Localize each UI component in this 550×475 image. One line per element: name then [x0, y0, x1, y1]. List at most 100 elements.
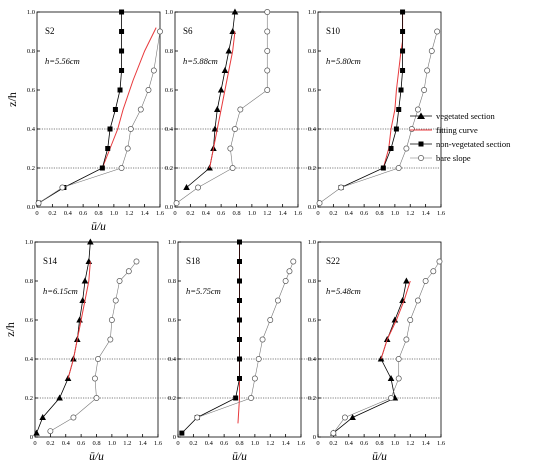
- x-tick-label: 1.6: [156, 210, 165, 217]
- y-tick-label: 0.0: [27, 204, 35, 211]
- point-bare-slope: [47, 428, 54, 435]
- panel-4: 0 0.2 0.4 0.6 0.8 1.0 1.2 1.4 1.6 0 0.2 0.4 0.6 0.8 1.…: [3, 238, 440, 463]
- x-tick-label: 1.0: [110, 210, 118, 217]
- series-line-fitting-curve: [209, 31, 236, 169]
- x-tick-label: 1.0: [391, 210, 399, 217]
- x-tick-label: 1.6: [437, 210, 446, 217]
- point-bare-slope: [70, 414, 77, 421]
- legend: vegetated section fitting curve non-vege…: [410, 111, 511, 163]
- panel-annotation: h=5.56cm: [45, 56, 80, 66]
- y-tick-label: 0.2: [308, 165, 316, 172]
- x-tick-label: 0.8: [235, 440, 243, 447]
- point-non-vegetated-section: [237, 239, 242, 245]
- x-axis-label: ū/u: [372, 451, 387, 463]
- point-non-vegetated-section: [400, 9, 406, 15]
- point-bare-slope: [264, 48, 271, 54]
- point-bare-slope: [173, 200, 180, 207]
- y-tick-label: 0.2: [165, 165, 173, 172]
- x-tick-label: 0.4: [205, 440, 214, 447]
- y-tick-label: 0.6: [27, 87, 36, 94]
- point-vegetated-section: [391, 316, 399, 323]
- plot-frame: [34, 241, 159, 438]
- x-tick-label: 0.2: [186, 210, 194, 217]
- point-non-vegetated-section: [107, 126, 113, 132]
- point-vegetated-section: [225, 47, 233, 54]
- x-tick-label: 0: [33, 440, 36, 447]
- x-tick-label: 0.2: [46, 440, 54, 447]
- x-tick-label: 1.0: [248, 210, 256, 217]
- panel-annotation: h=5.88cm: [183, 56, 218, 66]
- y-tick-label: 0: [30, 434, 33, 441]
- point-bare-slope: [93, 395, 100, 401]
- point-non-vegetated-section: [99, 165, 105, 171]
- x-tick-label: 0.2: [329, 440, 337, 447]
- triangle-marker-icon: [417, 112, 425, 119]
- y-tick-label: 0.4: [308, 356, 317, 363]
- x-tick-label: 1.6: [297, 440, 306, 447]
- y-tick-label: 0.4: [27, 126, 36, 133]
- point-bare-slope: [274, 297, 281, 304]
- point-bare-slope: [116, 278, 123, 284]
- x-tick-label: 1.4: [141, 210, 150, 217]
- x-tick-label: 0.8: [375, 210, 383, 217]
- point-bare-slope: [316, 200, 323, 207]
- panel-1: 0 0.2 0.4 0.6 0.8 1.0 1.2 1.4 1.60.00.20.40.60.8…: [5, 9, 440, 233]
- point-non-vegetated-section: [105, 146, 111, 151]
- series-line-vegetated-section: [333, 280, 407, 434]
- panel-5: 0 0.2 0.4 0.6 0.8 1.0 1.2 1.4 1.6 0 0.2 0.4 0.6 0.8 1.…: [168, 239, 306, 463]
- x-tick-label: 0.6: [217, 210, 226, 217]
- y-tick-label: 0: [313, 434, 316, 441]
- point-bare-slope: [395, 356, 402, 362]
- x-tick-label: 0.6: [360, 210, 369, 217]
- x-tick-label: 0.2: [48, 210, 56, 217]
- x-axis-label: ū/u: [91, 221, 106, 233]
- point-non-vegetated-section: [237, 259, 242, 264]
- x-tick-label: 1.2: [125, 210, 133, 217]
- panel-6: 0 0.2 0.4 0.6 0.8 1.0 1.2 1.4 1.6 0 0.2 0.4 0.6 0.8 1.…: [308, 239, 446, 463]
- panel-title: S10: [326, 26, 341, 36]
- y-tick-label: 1.0: [165, 9, 173, 16]
- x-tick-label: 0.6: [79, 210, 88, 217]
- point-bare-slope: [330, 430, 337, 437]
- y-tick-label: 0.8: [308, 48, 316, 55]
- point-bare-slope: [338, 184, 345, 191]
- y-tick-label: 0.6: [308, 317, 317, 324]
- panels: 0 0.2 0.4 0.6 0.8 1.0 1.2 1.4 1.6 0.0 0.2 0.4 0.6 0.8…: [3, 8, 446, 463]
- point-bare-slope: [145, 87, 152, 93]
- x-tick-label: 0.6: [360, 440, 369, 447]
- point-non-vegetated-section: [237, 317, 242, 323]
- point-bare-slope: [267, 317, 274, 323]
- point-non-vegetated-section: [119, 48, 125, 54]
- point-non-vegetated-section: [380, 165, 386, 171]
- point-bare-slope: [125, 268, 132, 275]
- point-bare-slope: [264, 67, 271, 74]
- point-bare-slope: [251, 375, 258, 382]
- point-non-vegetated-section: [393, 126, 399, 132]
- y-tick-label: 0.6: [25, 317, 34, 324]
- point-vegetated-section: [33, 429, 40, 436]
- point-bare-slope: [428, 48, 435, 54]
- x-tick-label: 1.2: [266, 440, 274, 447]
- point-bare-slope: [403, 336, 410, 343]
- point-bare-slope: [95, 356, 101, 362]
- x-tick-label: 0.6: [220, 440, 229, 447]
- plot-frame: [174, 11, 299, 208]
- point-vegetated-section: [183, 184, 190, 190]
- y-tick-label: 1.0: [308, 239, 316, 246]
- point-bare-slope: [232, 126, 238, 132]
- legend-item-nonveg: non-vegetated section: [410, 139, 511, 149]
- point-bare-slope: [35, 200, 42, 207]
- x-tick-label: 1.2: [263, 210, 271, 217]
- x-tick-label: 0.6: [77, 440, 86, 447]
- point-non-vegetated-section: [179, 430, 185, 436]
- x-axis-label: ū/u: [89, 451, 104, 463]
- x-tick-label: 0.8: [232, 210, 240, 217]
- point-bare-slope: [194, 414, 201, 421]
- panel-title: S2: [45, 26, 55, 36]
- point-bare-slope: [424, 67, 431, 74]
- x-tick-label: 0: [173, 210, 176, 217]
- plot-frame: [317, 241, 442, 438]
- y-tick-label: 0.8: [165, 48, 173, 55]
- x-tick-label: 1.2: [406, 440, 414, 447]
- point-bare-slope: [150, 67, 157, 74]
